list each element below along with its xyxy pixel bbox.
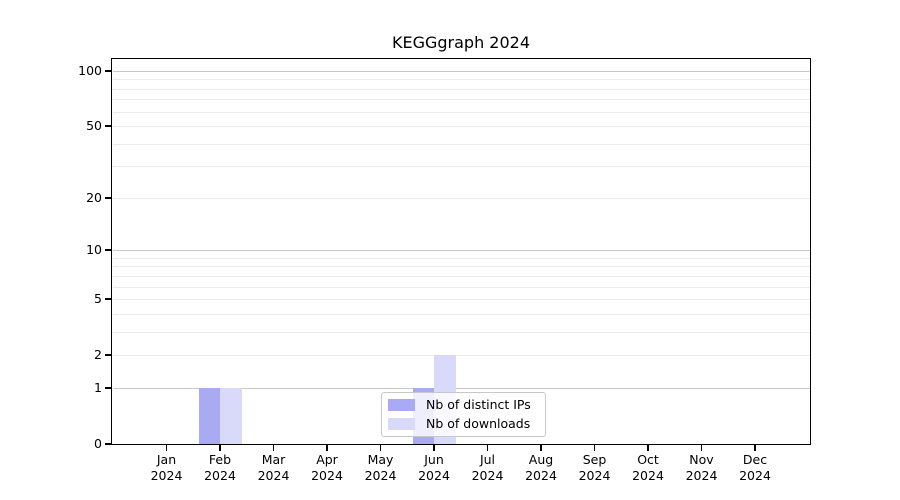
- x-tick-dec: [754, 445, 756, 451]
- gridline-minor-7: [112, 275, 810, 277]
- gridline-minor-2: [112, 355, 810, 357]
- y-tick-20: [105, 197, 111, 199]
- x-tick-year: 2024: [150, 467, 183, 483]
- legend-swatch-downloads: [388, 418, 415, 431]
- x-tick-label-sep: Sep 2024: [564, 452, 626, 483]
- x-tick-month: Aug: [528, 452, 554, 467]
- y-tick-100: [105, 70, 111, 72]
- bar-nb-of-distinct-ips-feb: [198, 387, 220, 444]
- x-tick-label-nov: Nov 2024: [671, 452, 733, 483]
- x-tick-year: 2024: [578, 467, 611, 483]
- x-tick-label-may: May 2024: [350, 452, 412, 483]
- x-tick-sep: [593, 445, 596, 451]
- x-tick-label-apr: Apr 2024: [296, 452, 358, 483]
- x-tick-month: Jul: [479, 452, 496, 467]
- x-tick-may: [379, 445, 382, 451]
- y-tick-1: [105, 387, 111, 389]
- y-tick-label-1: 1: [94, 379, 102, 395]
- x-tick-year: 2024: [471, 467, 504, 483]
- bar-nb-of-downloads-feb: [220, 387, 242, 444]
- x-tick-label-jul: Jul 2024: [457, 452, 519, 483]
- y-tick-label-2: 2: [94, 347, 102, 363]
- gridline-minor-30: [112, 166, 810, 168]
- x-tick-label-jun: Jun 2024: [403, 452, 465, 483]
- x-tick-year: 2024: [364, 467, 397, 483]
- gridline-minor-70: [112, 99, 810, 101]
- gridline-minor-20: [112, 197, 810, 199]
- legend-item-downloads: Nb of downloads: [388, 416, 537, 432]
- x-tick-nov: [700, 445, 703, 451]
- x-tick-feb: [219, 445, 221, 451]
- x-tick-jul: [486, 445, 489, 451]
- x-tick-label-jan: Jan 2024: [136, 452, 198, 483]
- x-tick-month: Mar: [261, 452, 286, 467]
- y-tick-label-0: 0: [94, 436, 102, 451]
- y-tick-label-50: 50: [86, 118, 102, 134]
- y-tick-label-5: 5: [94, 291, 102, 307]
- gridline-minor-50: [112, 126, 810, 128]
- gridline-minor-90: [112, 79, 810, 81]
- x-tick-label-feb: Feb 2024: [189, 452, 251, 483]
- y-tick-50: [105, 125, 111, 127]
- gridline-major-10: [112, 250, 810, 252]
- x-tick-jun: [433, 445, 435, 451]
- legend: Nb of distinct IPs Nb of downloads: [381, 392, 546, 437]
- y-tick-0: [105, 443, 111, 445]
- x-tick-month: Oct: [637, 452, 659, 467]
- legend-swatch-distinct-ips: [388, 398, 415, 411]
- x-tick-month: Jun: [424, 452, 444, 467]
- x-tick-year: 2024: [204, 467, 236, 483]
- legend-label-distinct-ips: Nb of distinct IPs: [426, 396, 531, 412]
- legend-label-downloads: Nb of downloads: [426, 416, 531, 432]
- x-tick-oct: [647, 445, 649, 451]
- x-tick-mar: [272, 445, 275, 451]
- gridline-major-1: [112, 387, 810, 389]
- gridline-minor-5: [112, 299, 810, 301]
- gridline-minor-80: [112, 88, 810, 90]
- x-tick-year: 2024: [632, 467, 664, 483]
- x-tick-month: Feb: [208, 452, 232, 467]
- x-tick-year: 2024: [685, 467, 718, 483]
- x-tick-month: Apr: [316, 452, 338, 467]
- y-tick-5: [105, 298, 111, 300]
- y-tick-2: [105, 354, 111, 356]
- gridline-minor-9: [112, 257, 810, 259]
- gridline-major-100: [112, 70, 810, 72]
- x-tick-aug: [540, 445, 542, 451]
- y-tick-label-10: 10: [86, 242, 102, 258]
- gridline-minor-3: [112, 331, 810, 333]
- x-tick-label-mar: Mar 2024: [243, 452, 305, 483]
- chart-title: KEGGgraph 2024: [391, 33, 531, 52]
- x-tick-year: 2024: [311, 467, 343, 483]
- x-tick-jan: [165, 445, 168, 451]
- x-tick-label-dec: Dec 2024: [724, 452, 786, 483]
- x-tick-apr: [326, 445, 328, 451]
- x-tick-month: Sep: [582, 452, 607, 467]
- gridline-minor-6: [112, 286, 810, 288]
- y-tick-label-100: 100: [78, 62, 102, 78]
- plot-frame: [111, 58, 811, 445]
- gridline-minor-60: [112, 111, 810, 113]
- y-tick-10: [105, 249, 111, 251]
- x-tick-month: Dec: [742, 452, 768, 467]
- x-tick-month: May: [367, 452, 394, 467]
- gridline-minor-4: [112, 313, 810, 315]
- gridline-minor-8: [112, 266, 810, 268]
- gridline-minor-40: [112, 143, 810, 145]
- x-tick-year: 2024: [525, 467, 557, 483]
- legend-item-distinct-ips: Nb of distinct IPs: [388, 397, 537, 413]
- y-tick-label-20: 20: [86, 189, 102, 205]
- x-tick-year: 2024: [257, 467, 290, 483]
- x-tick-label-aug: Aug 2024: [510, 452, 572, 483]
- x-tick-label-oct: Oct 2024: [617, 452, 679, 483]
- x-tick-year: 2024: [739, 467, 771, 483]
- x-tick-year: 2024: [418, 467, 450, 483]
- x-tick-month: Nov: [689, 452, 714, 467]
- x-tick-month: Jan: [156, 452, 177, 467]
